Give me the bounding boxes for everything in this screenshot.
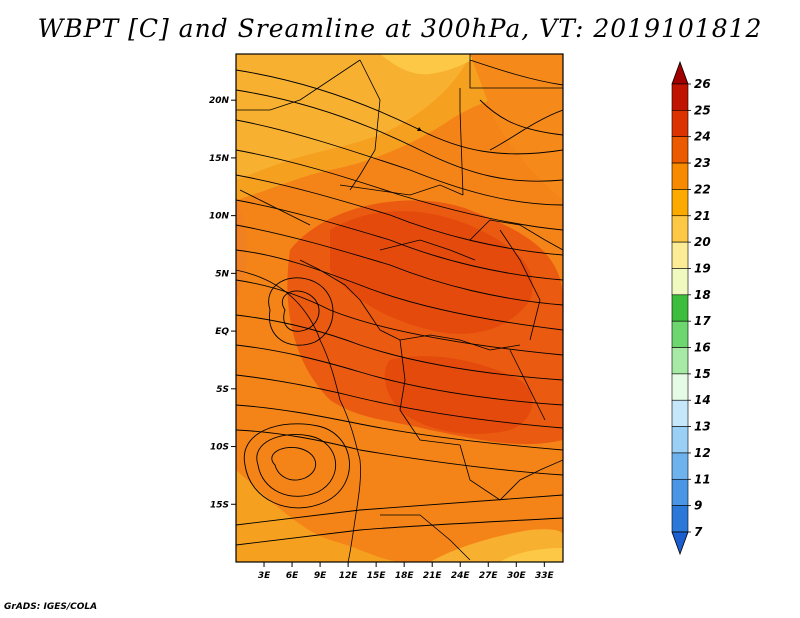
lon-label: 9E xyxy=(314,571,327,581)
colorbar-box xyxy=(671,347,689,375)
grads-credit: GrADS: IGES/COLA xyxy=(4,602,98,612)
lat-label: 15S xyxy=(210,500,229,510)
colorbar-label: 14 xyxy=(694,393,711,407)
colorbar-box xyxy=(671,215,689,243)
colorbar-box xyxy=(671,189,689,217)
colorbar-box xyxy=(671,136,689,164)
longitude-axis: 3E 6E 9E 12E 15E 18E 21E 24E 27E 30E 33E xyxy=(258,562,555,581)
colorbar-label: 17 xyxy=(694,314,711,328)
colorbar-label: 9 xyxy=(694,499,702,513)
map-frame xyxy=(235,53,564,563)
temperature-field xyxy=(236,54,563,562)
colorbar-label: 26 xyxy=(694,77,711,91)
colorbar-box xyxy=(671,320,689,348)
country-borders xyxy=(236,54,563,562)
colorbar-box xyxy=(671,83,689,111)
lon-label: 15E xyxy=(367,571,387,581)
lat-label: 10N xyxy=(209,212,230,222)
colorbar-box xyxy=(671,162,689,190)
colorbar-label: 7 xyxy=(694,525,703,539)
colorbar-box xyxy=(671,452,689,480)
colorbar-label: 21 xyxy=(694,209,711,223)
colorbar-label: 18 xyxy=(694,288,711,302)
lon-label: 24E xyxy=(451,571,471,581)
streamlines xyxy=(236,59,563,546)
lat-label: 5S xyxy=(216,385,229,395)
lat-label: 5N xyxy=(215,269,229,279)
colorbar-box xyxy=(671,478,689,506)
colorbar-top-arrow xyxy=(671,60,689,85)
colorbar-label: 23 xyxy=(694,156,711,170)
lat-label: 15N xyxy=(209,154,230,164)
colorbar-label: 19 xyxy=(694,261,711,275)
colorbar-box xyxy=(671,241,689,269)
colorbar-box xyxy=(671,110,689,138)
colorbar-label: 20 xyxy=(694,235,711,249)
colorbar-box xyxy=(671,373,689,401)
lon-label: 33E xyxy=(535,571,555,581)
lon-label: 6E xyxy=(286,571,299,581)
colorbar-label: 15 xyxy=(694,367,711,381)
colorbar-box xyxy=(671,505,689,533)
lon-label: 30E xyxy=(507,571,527,581)
lon-label: 21E xyxy=(423,571,443,581)
colorbar-box xyxy=(671,294,689,322)
lon-label: 27E xyxy=(479,571,499,581)
colorbar-box xyxy=(671,268,689,296)
lon-label: 12E xyxy=(339,571,359,581)
colorbar-label: 12 xyxy=(694,446,711,460)
colorbar-label: 16 xyxy=(694,341,711,355)
colorbar-box xyxy=(671,426,689,454)
lat-label: EQ xyxy=(215,327,229,337)
colorbar-label: 22 xyxy=(694,182,711,196)
colorbar-label: 11 xyxy=(694,472,711,486)
chart-title: WBPT [C] and Sreamline at 300hPa, VT: 20… xyxy=(37,14,763,43)
colorbar-box xyxy=(671,399,689,427)
colorbar-bottom-arrow xyxy=(671,531,689,556)
lat-label: 10S xyxy=(210,443,229,453)
lat-label: 20N xyxy=(209,96,230,106)
lon-label: 18E xyxy=(395,571,415,581)
colorbar: 26 25 24 23 22 21 20 19 18 17 16 15 14 13 12 11 9 7 xyxy=(671,60,711,556)
colorbar-label: 25 xyxy=(694,103,711,117)
lon-label: 3E xyxy=(258,571,271,581)
colorbar-label: 24 xyxy=(694,130,711,144)
colorbar-label: 13 xyxy=(694,420,711,434)
latitude-axis: 20N 15N 10N 5N EQ 5S 10S 15S xyxy=(209,96,236,510)
